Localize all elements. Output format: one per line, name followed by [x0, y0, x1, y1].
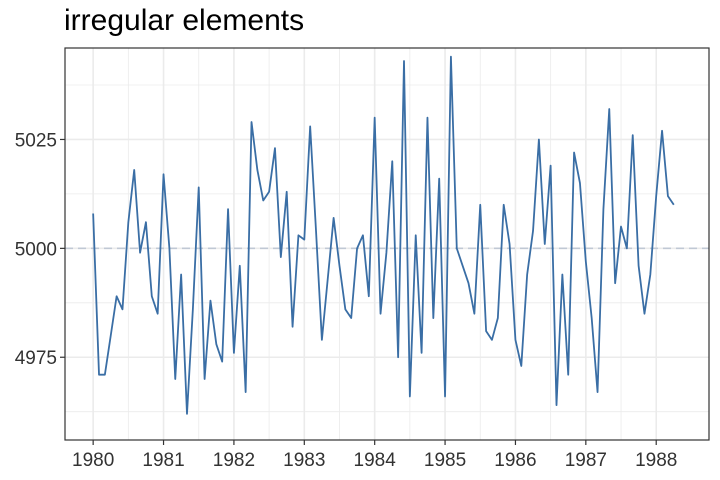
panel-border — [64, 47, 710, 441]
y-tick-label: 5025 — [15, 130, 57, 151]
x-tick-label: 1982 — [213, 450, 255, 471]
y-tick-label: 5000 — [15, 239, 57, 260]
grid-minor — [65, 48, 709, 440]
x-tick-label: 1987 — [565, 450, 607, 471]
x-tick-label: 1985 — [424, 450, 466, 471]
x-tick-label: 1980 — [72, 450, 114, 471]
x-tick-label: 1981 — [142, 450, 184, 471]
grid-major — [65, 48, 709, 440]
chart-title: irregular elements — [64, 4, 305, 37]
x-tick-label: 1986 — [494, 450, 536, 471]
x-axis: 1980 1981 1982 1983 1984 1985 1986 1987 1988 — [72, 440, 677, 471]
x-tick-label: 1988 — [635, 450, 677, 471]
x-tick-label: 1984 — [354, 450, 397, 471]
x-tick-label: 1983 — [283, 450, 325, 471]
y-tick-label: 4975 — [15, 348, 57, 369]
series-line — [92, 55, 675, 415]
y-axis: 4975 5000 5025 — [15, 130, 65, 369]
